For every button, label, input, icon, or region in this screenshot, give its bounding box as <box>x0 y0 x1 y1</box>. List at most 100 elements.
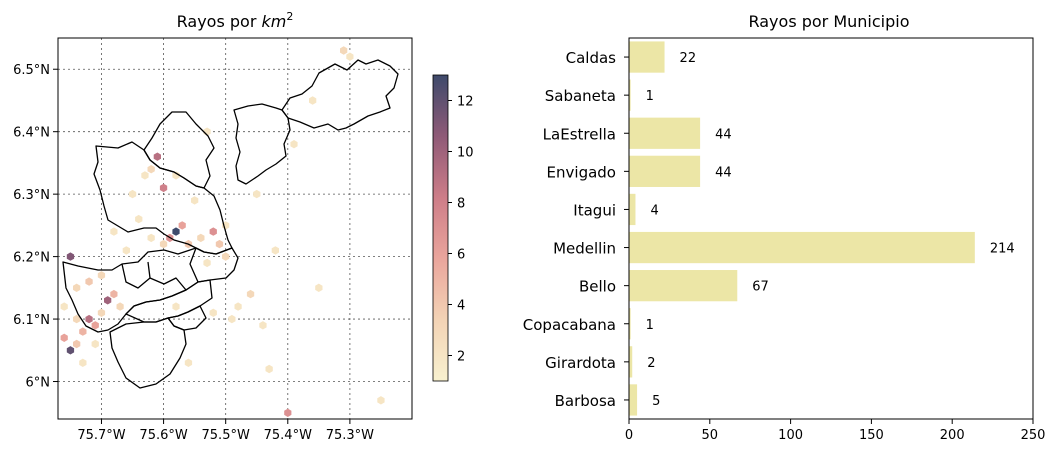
density-cell <box>184 358 193 367</box>
density-cell <box>172 302 180 311</box>
density-cell <box>253 189 261 199</box>
density-cell <box>178 221 186 230</box>
bar-value-label: 2 <box>647 356 655 371</box>
density-cell <box>66 252 75 261</box>
bar-medellin <box>629 231 975 264</box>
density-cell <box>215 239 224 249</box>
density-cell <box>91 339 99 349</box>
bar-category-label: Sabaneta <box>545 87 616 105</box>
bar-value-label: 5 <box>652 394 660 409</box>
map-x-ticks: 75.7°W 75.6°W 75.5°W 75.4°W 75.3°W <box>77 419 374 443</box>
bar-x-tick-label: 0 <box>625 428 633 443</box>
density-cell <box>66 346 75 355</box>
density-cell <box>172 171 180 180</box>
density-cell <box>147 233 155 243</box>
density-cell <box>147 165 155 174</box>
bar-bello <box>629 270 738 302</box>
colorbar-tick-label: 2 <box>457 350 465 365</box>
bar-x-tick-label: 250 <box>1021 428 1046 443</box>
bar-x-tick-label: 200 <box>940 428 965 443</box>
colorbar-tick-label: 12 <box>457 95 474 110</box>
density-cell <box>153 152 161 161</box>
density-cell <box>60 333 68 342</box>
density-cell <box>141 171 149 180</box>
bar-category-label: LaEstrella <box>543 125 616 143</box>
density-cell <box>234 302 242 311</box>
map-y-ticks: 6.5°N 6.4°N 6.3°N 6.2°N 6.1°N 6°N <box>13 63 58 391</box>
density-cell <box>91 321 99 330</box>
bar-category-label: Caldas <box>566 49 617 67</box>
bar-barbosa <box>629 384 638 416</box>
map-y-tick-label: 6.5°N <box>13 63 50 78</box>
boundary-inner-2 <box>149 277 187 291</box>
map-y-tick-label: 6.2°N <box>13 251 50 266</box>
density-cell <box>222 252 230 261</box>
bar-category-label: Bello <box>579 278 616 296</box>
density-cell <box>79 327 87 336</box>
density-cell <box>191 196 199 205</box>
density-cell <box>290 140 298 149</box>
map-y-tick-label: 6.4°N <box>13 126 50 141</box>
map-x-tick-label: 75.5°W <box>202 428 250 443</box>
boundary-inner-3 <box>189 247 199 283</box>
bar-value-label: 4 <box>650 203 658 218</box>
boundary-bello <box>93 141 233 255</box>
density-cell <box>110 289 118 299</box>
density-cell <box>209 308 217 317</box>
density-cell <box>73 283 81 292</box>
map-y-tick-label: 6.3°N <box>13 188 50 203</box>
colorbar-tick-label: 8 <box>457 197 465 212</box>
colorbar-tick-label: 10 <box>457 146 474 161</box>
bar-caldas <box>629 41 665 73</box>
density-cell <box>159 239 168 249</box>
bar-value-label: 1 <box>646 89 654 104</box>
map-x-tick-label: 75.4°W <box>264 428 312 443</box>
density-cell <box>228 314 236 324</box>
bar-value-label: 44 <box>715 127 732 142</box>
municipality-boundaries <box>62 59 399 389</box>
density-cell <box>85 314 93 324</box>
colorbar-tick-label: 6 <box>457 248 465 263</box>
density-cell <box>85 277 93 286</box>
bar-title: Rayos por Municipio <box>748 12 909 31</box>
bar-x-tick-label: 100 <box>778 428 803 443</box>
map-x-tick-label: 75.6°W <box>139 428 187 443</box>
map-panel: Rayos por km2 <box>13 10 413 443</box>
density-cell <box>97 308 106 317</box>
bar-category-labels: Caldas Sabaneta LaEstrella Envigado Itagui Me… <box>523 49 629 410</box>
bar-value-label: 214 <box>990 242 1015 257</box>
bar-sabaneta <box>629 79 631 111</box>
bar-x-ticks: 0 50 100 150 200 250 <box>625 419 1046 443</box>
colorbar-gradient <box>432 74 449 382</box>
lightning-density-cells <box>60 46 385 417</box>
map-title: Rayos por km2 <box>177 10 294 31</box>
density-cell <box>128 189 137 199</box>
density-cell <box>315 283 323 292</box>
density-cell <box>340 46 348 55</box>
bar-value-label: 1 <box>646 318 654 333</box>
density-cell <box>246 289 255 299</box>
bar-category-label: Itagui <box>573 201 616 219</box>
bar-copacabana <box>629 308 631 340</box>
density-cell <box>203 258 211 268</box>
density-cell <box>377 396 385 405</box>
bar-itagui <box>629 193 636 226</box>
density-cell <box>104 296 112 305</box>
density-cell <box>259 321 267 330</box>
map-x-tick-label: 75.7°W <box>77 428 125 443</box>
boundary-girardota <box>233 103 291 185</box>
density-cell <box>73 314 81 324</box>
density-cell <box>60 302 68 311</box>
density-cell <box>346 52 354 61</box>
boundary-medellin <box>62 247 239 333</box>
bar-value-label: 22 <box>680 51 697 66</box>
bar-category-label: Girardota <box>545 354 616 372</box>
density-cell <box>197 233 205 243</box>
map-y-tick-label: 6°N <box>26 376 51 391</box>
boundary-inner-1 <box>121 261 151 289</box>
density-cell <box>116 302 124 311</box>
bar-x-tick-label: 150 <box>859 428 884 443</box>
density-cell <box>97 271 106 280</box>
